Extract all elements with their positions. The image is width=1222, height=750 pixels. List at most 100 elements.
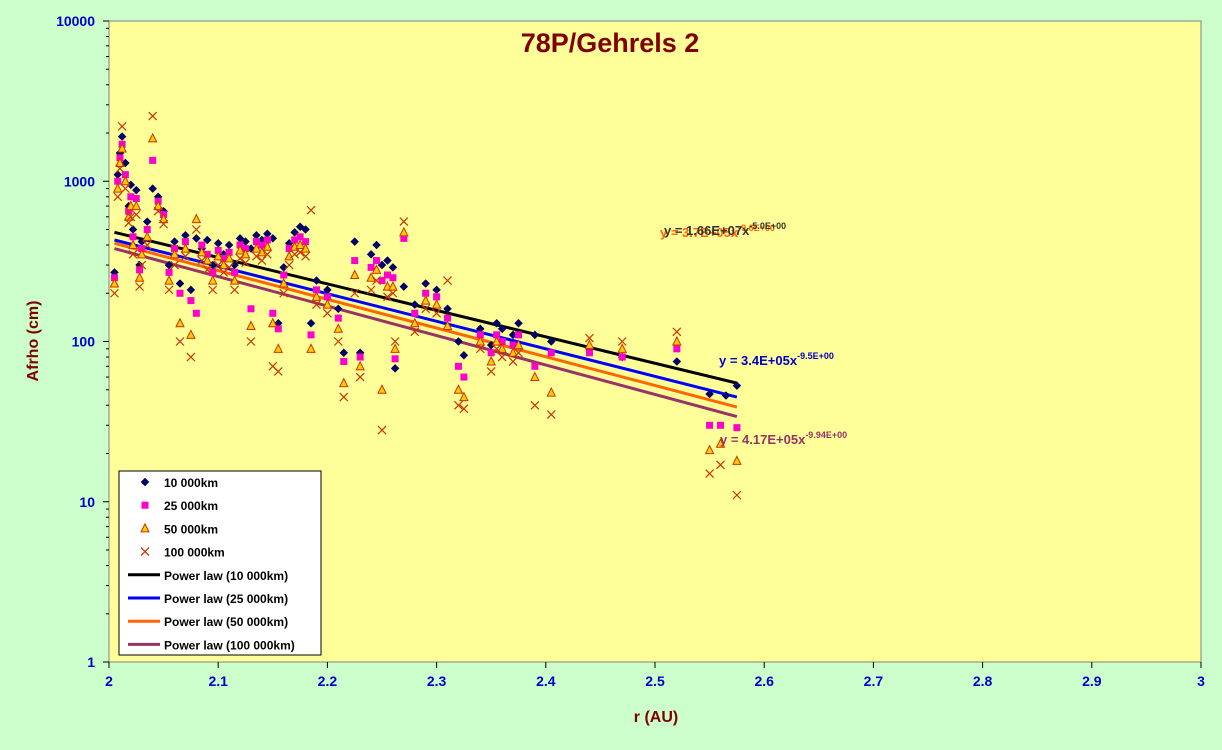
data-point [240,248,251,259]
data-point [377,384,387,394]
data-point [311,291,322,301]
data-point [202,265,212,275]
data-point [617,337,627,346]
data-point [202,254,213,265]
data-point [459,391,469,402]
x-marker-stroke [306,205,316,215]
x-marker-stroke [366,285,376,295]
data-point [197,246,207,257]
data-point [115,164,125,173]
x-tick-label: 3 [1197,673,1205,689]
data-point [411,309,419,317]
x-marker-stroke [148,111,158,121]
x-tick-label: 2.1 [208,673,228,689]
data-point [383,292,392,302]
x-tick-label: 2.7 [864,673,884,689]
legend-label: Power law (100 000km) [164,638,295,652]
data-points [109,111,742,500]
data-point [366,249,376,259]
x-tick-label: 2.9 [1082,673,1102,689]
data-point [410,300,420,309]
data-point [285,245,293,253]
data-point [186,329,196,339]
data-point [673,345,681,353]
x-marker-stroke [131,210,141,219]
x-tick-label: 2.3 [427,673,447,689]
data-point [475,335,486,346]
data-point [508,347,518,357]
data-point [333,304,343,314]
data-point [117,132,127,141]
data-point [246,320,256,330]
data-point [132,195,140,203]
data-point [109,277,120,288]
data-point [371,264,382,274]
x-marker-stroke [492,344,502,354]
data-point [705,389,714,399]
data-point [263,236,271,244]
data-point [422,289,430,297]
x-marker-stroke [486,367,496,376]
data-point [181,251,190,261]
data-point [198,241,206,249]
data-point [546,386,557,397]
data-point [269,309,277,317]
x-marker-stroke [290,249,300,259]
x-marker-stroke [355,372,365,382]
data-point [302,238,310,246]
data-point [290,249,300,259]
x-marker-stroke [128,249,138,259]
data-point [432,308,442,318]
x-marker-stroke [443,276,452,285]
data-point [333,337,343,346]
legend-box [118,470,322,656]
x-marker-stroke [197,256,207,265]
x-marker-stroke [115,164,125,173]
x-marker-stroke [186,352,196,362]
data-point [262,241,273,251]
data-point [431,298,442,309]
data-point [454,400,463,410]
legend-label: Power law (25 000km) [164,592,288,606]
data-point [175,317,185,328]
data-point [312,276,321,285]
data-point [391,355,399,363]
x-marker-stroke [170,260,179,270]
data-point [339,392,349,402]
x-axis-label: r (AU) [634,709,678,726]
data-point [278,277,289,288]
data-point [257,246,267,257]
data-point [186,285,196,295]
data-point [459,350,469,360]
data-point [148,184,158,193]
data-point [338,377,349,388]
legend: 10 000km 25 000km 50 000km 100 000km Power l… [118,470,322,656]
data-point [267,317,278,328]
data-point [147,132,158,143]
x-marker-stroke [399,217,409,227]
y-tick-label: 100 [72,334,96,350]
data-point [280,271,288,279]
legend-label: 50 000km [164,522,218,536]
fit-line [114,241,738,409]
data-point [165,268,173,276]
x-marker-stroke [410,327,420,337]
data-point [390,337,400,346]
data-point [176,289,184,297]
data-point [377,425,387,435]
data-point [312,286,320,294]
x-marker-stroke [497,352,507,362]
data-point [246,337,256,346]
x-marker-stroke [322,308,332,318]
data-point [214,246,222,254]
data-point [334,314,342,322]
data-point [301,225,310,234]
x-marker-stroke [705,469,715,478]
data-point [284,260,294,270]
data-point [153,200,163,211]
data-point [350,237,360,246]
data-point [153,206,163,216]
x-tick-label: 2 [105,673,113,689]
data-point [372,276,381,285]
data-point [224,252,234,263]
